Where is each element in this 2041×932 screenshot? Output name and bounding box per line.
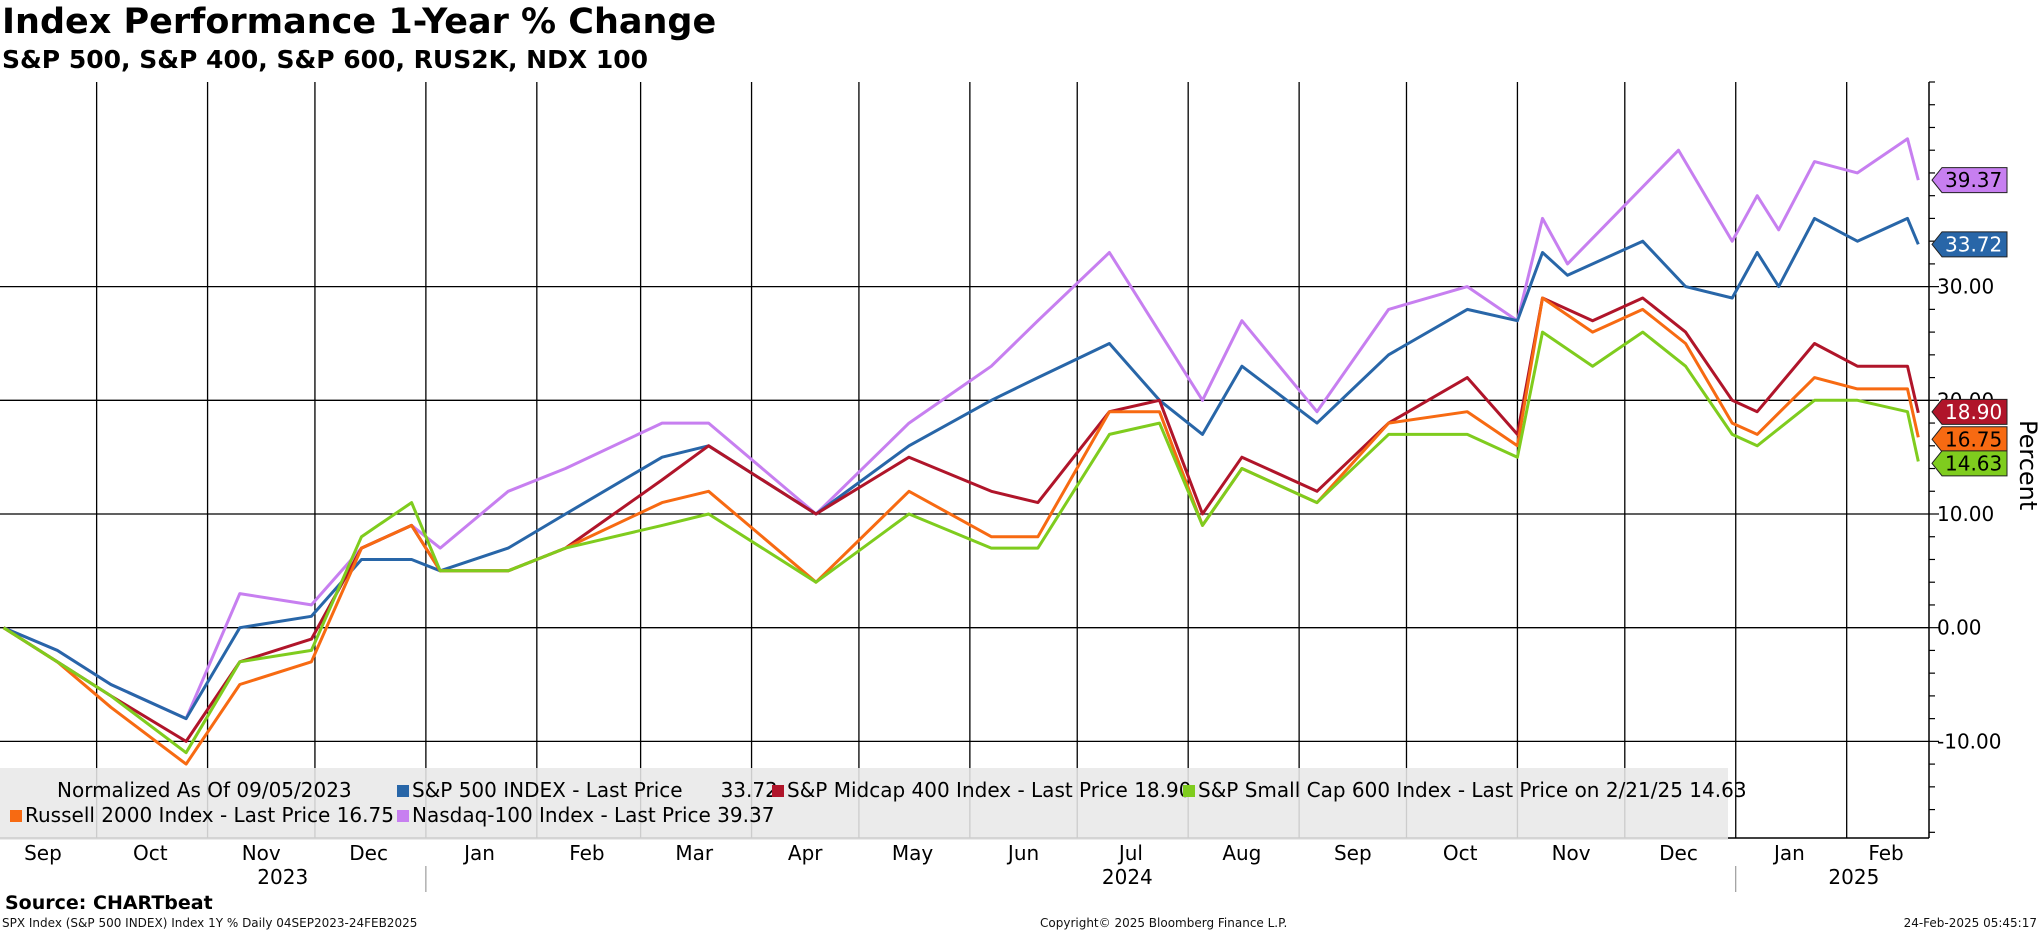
x-tick-label-month: Dec — [1659, 841, 1698, 865]
last-value-label-ndx: 39.37 — [1945, 168, 2002, 192]
series-lines — [2, 137, 1920, 766]
x-tick-label-month: Apr — [788, 841, 823, 865]
footer-timestamp: 24-Feb-2025 05:45:17 — [1903, 916, 2037, 930]
x-tick-label-month: Jan — [1772, 841, 1805, 865]
last-value-tag-mid — [1931, 398, 2008, 425]
y-tick-label: 30.00 — [1937, 275, 1994, 299]
last-value-label-sml: 14.63 — [1945, 451, 2002, 475]
x-tick-label-month: Feb — [569, 841, 604, 865]
y-axis-label: Percent — [2014, 420, 2041, 510]
footer-copyright: Copyright© 2025 Bloomberg Finance L.P. — [1040, 916, 1288, 930]
chart-subtitle: S&P 500, S&P 400, S&P 600, RUS2K, NDX 10… — [2, 45, 649, 74]
last-value-label-rty: 16.75 — [1945, 427, 2002, 451]
legend-label-spx: S&P 500 INDEX - Last Price — [412, 778, 683, 802]
x-tick-label-month: Mar — [675, 841, 714, 865]
legend-item-spx: S&P 500 INDEX - Last Price 33.72 — [397, 778, 778, 802]
legend-swatch-rty — [10, 810, 22, 822]
legend-swatch-sml — [1183, 785, 1195, 797]
last-value-label-mid: 18.90 — [1945, 400, 2002, 424]
y-tick-label: 10.00 — [1937, 502, 1994, 526]
last-value-tag-spx — [1931, 231, 2008, 258]
x-tick-label-year: 2024 — [1102, 865, 1153, 889]
legend-value-spx: 33.72 — [720, 778, 778, 802]
last-value-label-spx: 33.72 — [1945, 232, 2002, 256]
last-value-tag-sml — [1931, 450, 2008, 477]
series-line-spx — [3, 216, 1920, 721]
x-tick-label-month: Sep — [24, 841, 62, 865]
last-value-tag-ndx — [1931, 167, 2008, 194]
x-tick-label-month: Nov — [242, 841, 281, 865]
legend-label-rty: Russell 2000 Index - Last Price 16.75 — [25, 803, 394, 827]
footer-security-info: SPX Index (S&P 500 INDEX) Index 1Y % Dai… — [2, 916, 418, 930]
legend-item-mid: S&P Midcap 400 Index - Last Price 18.90 — [772, 778, 1191, 802]
last-value-tag-rty — [1931, 426, 2008, 453]
x-tick-label-month: Jun — [1006, 841, 1039, 865]
legend: Normalized As Of 09/05/2023 S&P 500 INDE… — [0, 768, 1747, 840]
x-tick-label-month: Oct — [1443, 841, 1478, 865]
x-tick-label-month: May — [892, 841, 934, 865]
legend-item-rty: Russell 2000 Index - Last Price 16.75 — [10, 803, 394, 827]
legend-item-sml: S&P Small Cap 600 Index - Last Price on … — [1183, 778, 1747, 802]
x-tick-label-month: Nov — [1552, 841, 1591, 865]
legend-swatch-mid — [772, 785, 784, 797]
legend-swatch-ndx — [397, 810, 409, 822]
x-tick-label-month: Feb — [1868, 841, 1903, 865]
legend-label-ndx: Nasdaq-100 Index - Last Price 39.37 — [412, 803, 775, 827]
x-tick-label-month: Jul — [1117, 841, 1143, 865]
legend-swatch-spx — [397, 785, 409, 797]
x-tick-label-year: 2023 — [257, 865, 308, 889]
x-tick-label-month: Aug — [1222, 841, 1261, 865]
series-line-rty — [2, 296, 1920, 766]
x-tick-label-month: Jan — [462, 841, 495, 865]
x-tick-label-month: Oct — [133, 841, 168, 865]
series-line-ndx — [3, 137, 1920, 721]
legend-label-sml: S&P Small Cap 600 Index - Last Price on … — [1198, 778, 1747, 802]
x-axis: Sep Oct Nov Dec Jan Feb Mar Apr May Jun Jul Aug Sep O… — [24, 841, 1904, 892]
y-tick-label: -10.00 — [1937, 729, 2001, 753]
chart-title: Index Performance 1-Year % Change — [2, 2, 717, 42]
y-tick-label: 0.00 — [1937, 616, 1982, 640]
legend-normalized-note: Normalized As Of 09/05/2023 — [57, 778, 352, 802]
x-tick-label-year: 2025 — [1828, 865, 1879, 889]
source-note: Source: CHARTbeat — [5, 892, 213, 914]
series-line-sml — [2, 330, 1920, 755]
legend-label-mid: S&P Midcap 400 Index - Last Price 18.90 — [787, 778, 1192, 802]
x-tick-label-month: Dec — [349, 841, 388, 865]
grid-lines — [0, 82, 1929, 838]
legend-item-ndx: Nasdaq-100 Index - Last Price 39.37 — [397, 803, 774, 827]
x-tick-label-month: Sep — [1334, 841, 1372, 865]
